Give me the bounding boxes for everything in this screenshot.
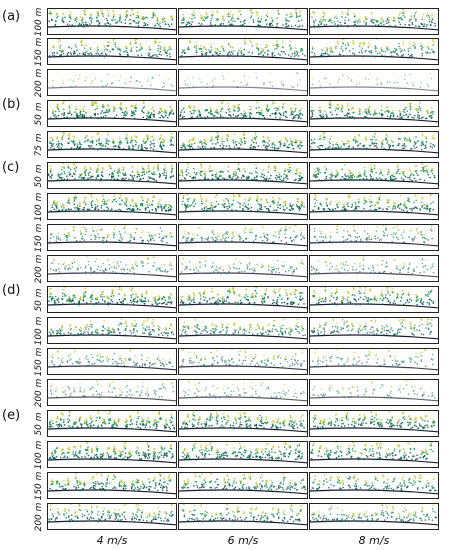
point-cloud-panel — [309, 38, 439, 65]
column-label: 8 m/s — [358, 534, 390, 547]
point-cloud-panel — [309, 69, 439, 96]
point-cloud-panel — [178, 193, 308, 220]
point-cloud-panel — [47, 348, 177, 375]
point-cloud-panel — [47, 410, 177, 437]
point-cloud-panel — [47, 100, 177, 127]
point-cloud-panel — [47, 317, 177, 344]
point-cloud-panel — [178, 317, 308, 344]
point-cloud-panel — [47, 379, 177, 406]
point-cloud-panel — [309, 224, 439, 251]
point-cloud-panel — [309, 317, 439, 344]
group-label: (b) — [2, 97, 21, 112]
point-cloud-panel — [178, 162, 308, 189]
column-label: 6 m/s — [227, 534, 259, 547]
point-cloud-panel — [47, 38, 177, 65]
point-cloud-panel — [47, 224, 177, 251]
point-cloud-panel — [178, 224, 308, 251]
point-cloud-panel — [47, 441, 177, 468]
column-label: 4 m/s — [96, 534, 128, 547]
point-cloud-panel — [47, 131, 177, 158]
group-label: (d) — [2, 283, 21, 298]
group-label: (a) — [2, 9, 21, 24]
group-label: (c) — [2, 160, 20, 175]
point-cloud-panel — [309, 193, 439, 220]
point-cloud-panel — [309, 131, 439, 158]
point-cloud-panel — [178, 348, 308, 375]
point-cloud-panel — [309, 162, 439, 189]
group-label: (e) — [2, 408, 21, 423]
point-cloud-panel — [178, 8, 308, 35]
point-cloud-panel — [309, 100, 439, 127]
point-cloud-panel — [47, 472, 177, 499]
point-cloud-panel — [178, 255, 308, 282]
point-cloud-panel — [178, 286, 308, 313]
point-cloud-panel — [309, 503, 439, 530]
point-cloud-panel — [178, 410, 308, 437]
point-cloud-panel — [47, 255, 177, 282]
point-cloud-panel — [178, 503, 308, 530]
point-cloud-panel — [178, 131, 308, 158]
point-cloud-panel — [309, 8, 439, 35]
point-cloud-panel — [309, 286, 439, 313]
point-cloud-panel — [178, 379, 308, 406]
point-cloud-panel — [178, 472, 308, 499]
point-cloud-panel — [309, 255, 439, 282]
point-cloud-panel — [178, 38, 308, 65]
point-cloud-panel — [309, 410, 439, 437]
point-cloud-panel — [178, 100, 308, 127]
point-cloud-panel — [178, 69, 308, 96]
point-cloud-panel — [309, 441, 439, 468]
point-cloud-panel — [309, 348, 439, 375]
point-cloud-panel — [47, 193, 177, 220]
point-cloud-panel — [47, 8, 177, 35]
point-cloud-panel — [47, 69, 177, 96]
row-label: 200 m — [34, 502, 44, 531]
point-cloud-panel — [47, 503, 177, 530]
point-cloud-panel — [47, 162, 177, 189]
point-cloud-panel — [309, 379, 439, 406]
point-cloud-panel — [309, 472, 439, 499]
point-cloud-panel — [178, 441, 308, 468]
point-cloud-panel — [47, 286, 177, 313]
